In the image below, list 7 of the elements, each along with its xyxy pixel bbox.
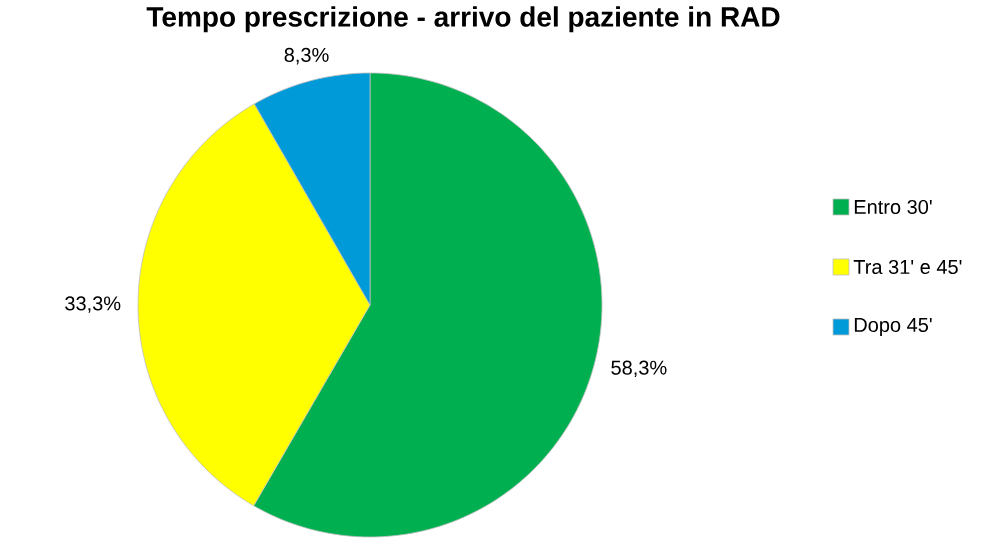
legend-label: Dopo 45' <box>854 318 932 336</box>
data-label: 33,3% <box>65 296 121 313</box>
data-label: 58,3% <box>611 360 667 378</box>
legend-label: Tra 31' e 45' <box>853 259 962 275</box>
chart-title: Tempo prescrizione - arrivo del paziente in RAD <box>146 6 780 33</box>
legend-label: Entro 30' <box>854 199 932 215</box>
data-label: 8,3% <box>284 47 329 65</box>
